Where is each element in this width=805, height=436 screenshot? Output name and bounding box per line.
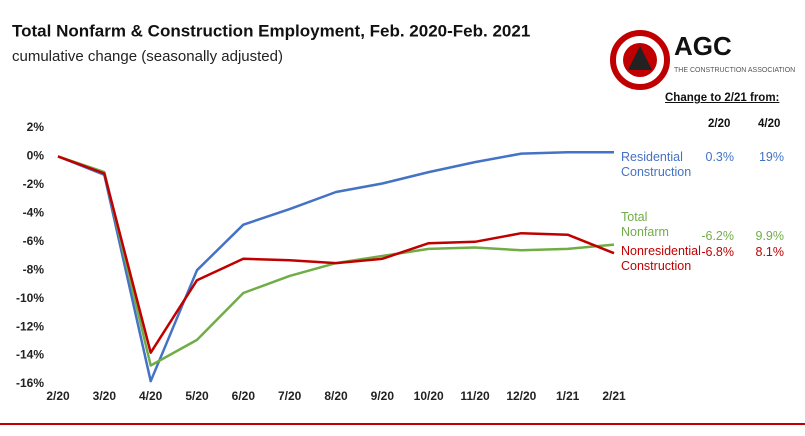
y-tick-label: -12% [16,319,44,333]
series-line [57,155,615,354]
x-tick-label: 1/21 [556,389,580,403]
logo-mark [628,46,652,70]
y-tick-label: 2% [27,120,45,134]
y-tick-label: -10% [16,291,44,305]
series-line [57,150,614,383]
x-tick-label: 5/20 [185,389,209,403]
logo-tagline: THE CONSTRUCTION ASSOCIATION [674,67,795,74]
chart-title: Total Nonfarm & Construction Employment,… [12,21,530,40]
y-tick-label: -16% [16,376,44,390]
y-tick-label: -2% [23,177,45,191]
change-value: 19% [758,150,784,164]
series-label: Nonresidential Construction [621,244,701,273]
change-column: 4/20 [758,118,781,130]
change-value: 0.3% [705,150,735,164]
x-tick-label: 10/20 [414,389,444,403]
x-tick-label: 9/20 [371,389,395,403]
series-label: Residential Construction [621,150,692,179]
change-column: 2/20 [708,118,731,130]
logo-name: AGC [674,31,732,61]
change-value: 9.9% [755,229,785,243]
x-tick-label: 8/20 [324,389,348,403]
y-tick-label: -6% [23,234,45,248]
change-title: Change to 2/21 from: [665,92,780,104]
x-tick-label: 3/20 [93,389,117,403]
x-tick-label: 2/20 [46,389,70,403]
change-value: -6.2% [701,229,734,243]
y-tick-label: -8% [23,262,45,276]
x-tick-label: 11/20 [460,389,490,403]
y-tick-label: -14% [16,348,44,362]
x-tick-label: 4/20 [139,389,163,403]
change-value: 8.1% [755,245,785,259]
x-tick-label: 6/20 [232,389,256,403]
y-tick-label: -4% [23,206,45,220]
chart-subtitle: cumulative change (seasonally adjusted) [12,48,283,65]
x-tick-label: 7/20 [278,389,302,403]
series-label: Total Nonfarm [621,210,669,239]
x-tick-label: 12/20 [506,389,536,403]
series-line [57,155,615,367]
x-tick-label: 2/21 [602,389,626,403]
change-value: -6.8% [701,245,734,259]
y-tick-label: 0% [27,149,45,163]
logo [610,30,670,90]
